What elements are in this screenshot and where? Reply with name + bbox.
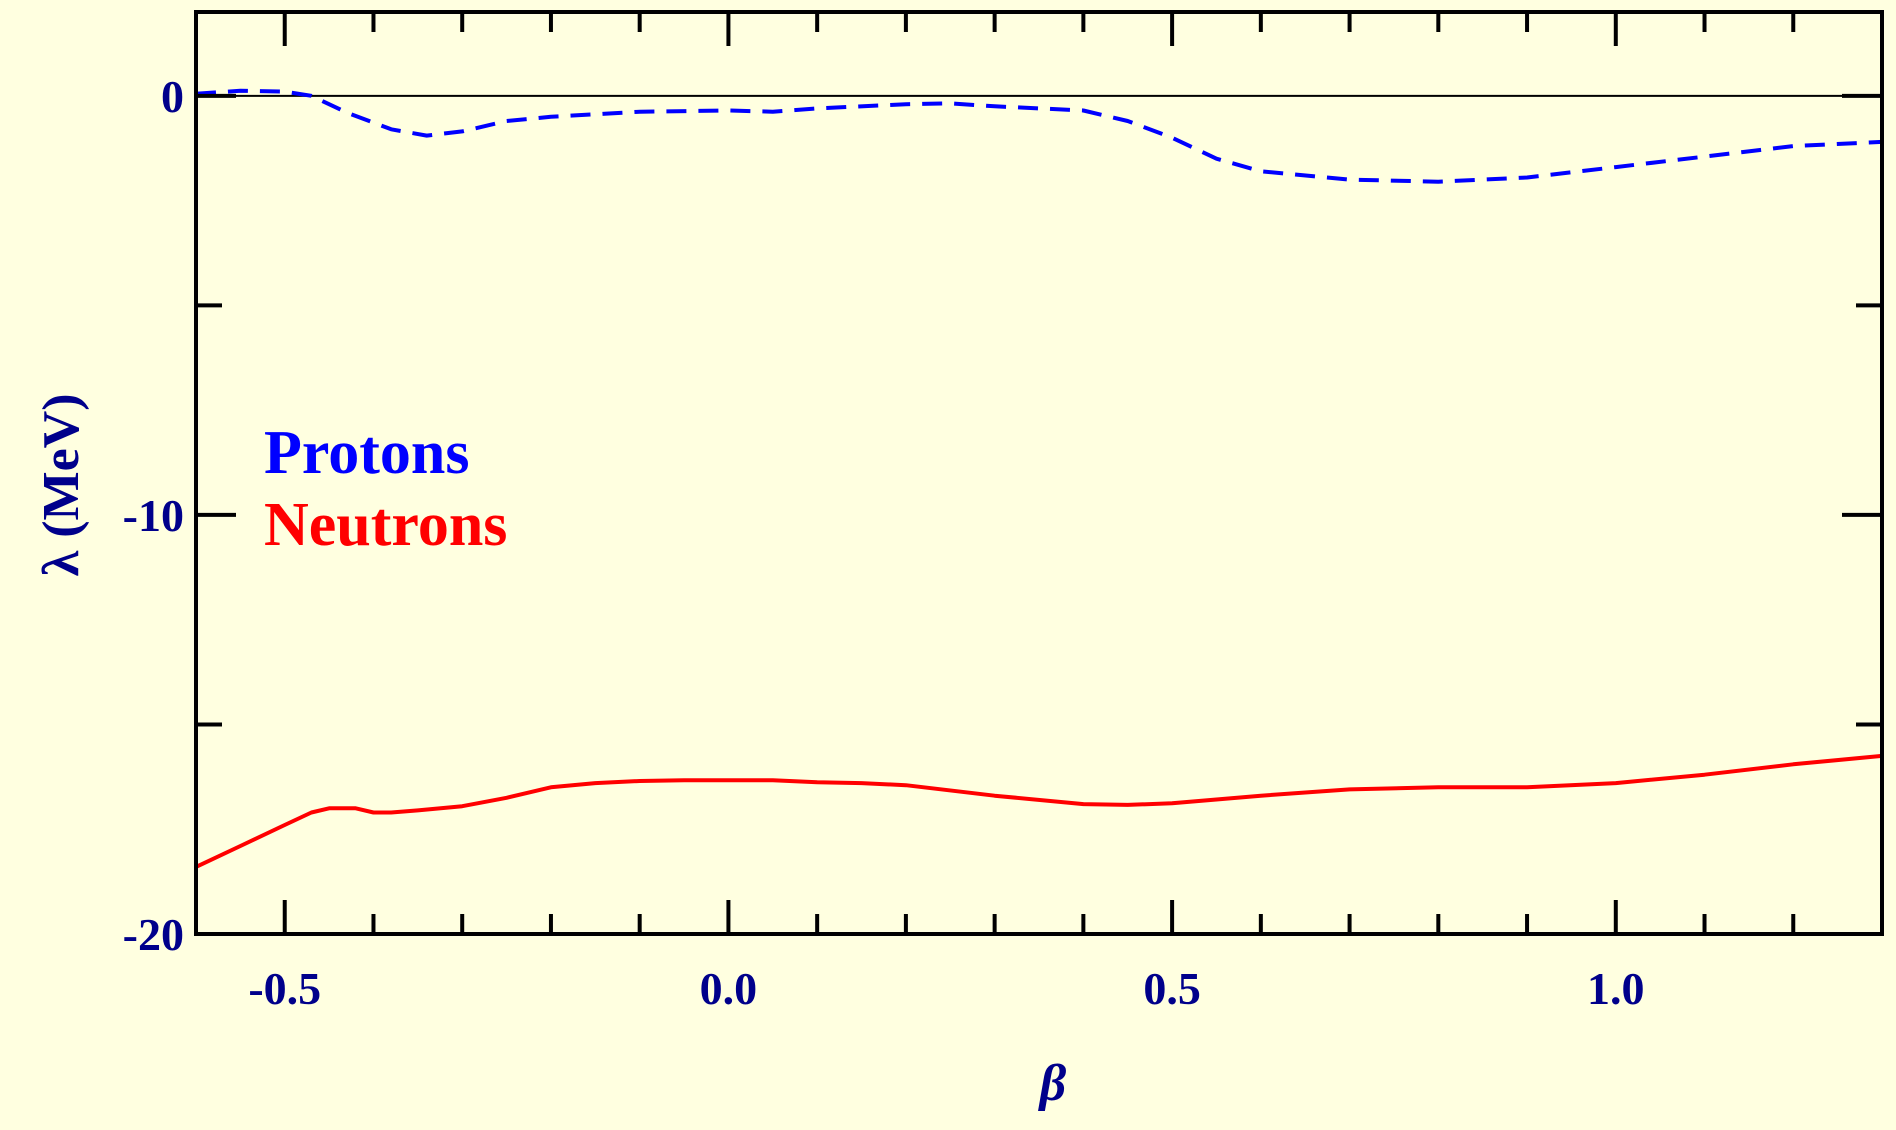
legend-neutrons: Neutrons xyxy=(264,491,507,559)
legend-protons: Protons xyxy=(264,419,470,487)
plot-frame xyxy=(194,10,1884,936)
x-tick-label: -0.5 xyxy=(248,963,321,1014)
x-tick-label: 1.0 xyxy=(1587,963,1645,1014)
y-tick-label: 0 xyxy=(161,71,184,122)
y-tick-labels: 0 -10 -20 xyxy=(123,71,184,960)
x-tick-labels: -0.5 0.0 0.5 1.0 xyxy=(248,963,1644,1014)
y-tick-label: -10 xyxy=(123,490,184,541)
x-tick-label: 0.0 xyxy=(700,963,758,1014)
series-layer xyxy=(195,88,1883,869)
x-axis-label: β xyxy=(1038,1055,1067,1112)
x-tick-label: 0.5 xyxy=(1143,963,1201,1014)
series-line-neutrons xyxy=(195,753,1883,869)
axis-ticks xyxy=(194,12,1884,936)
y-axis-label: λ (MeV) xyxy=(33,393,90,576)
series-line-protons xyxy=(195,88,1883,184)
y-tick-label: -20 xyxy=(123,909,184,960)
